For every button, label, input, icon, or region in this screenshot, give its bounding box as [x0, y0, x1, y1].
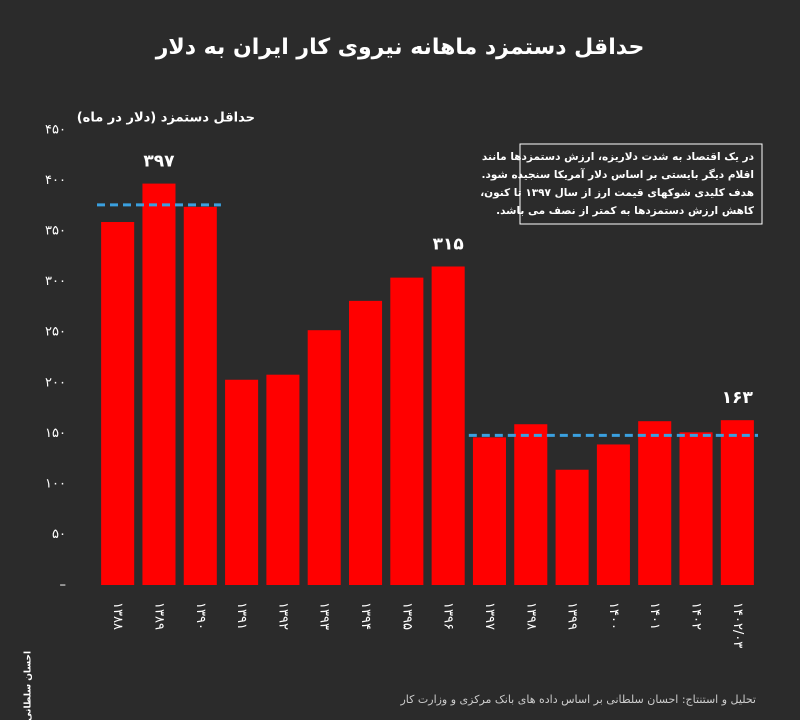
y-tick-label: ۲۵۰ — [45, 325, 66, 340]
bar — [101, 222, 135, 585]
x-tick-label: ۱۴۰۲/۰۳ — [730, 602, 745, 648]
x-tick-label: ۱۳۹۲ — [275, 602, 290, 630]
y-tick-label: ۴۰۰ — [45, 173, 66, 188]
y-tick-label: – — [60, 578, 67, 593]
annotation-line: اقلام دیگر بایستی بر اساس دلار آمریکا سن… — [482, 168, 755, 181]
chart-title: حداقل دستمزد ماهانه نیروی کار ایران به د… — [155, 35, 645, 60]
x-tick-label: ۱۴۰۰ — [606, 602, 621, 630]
annotation-line: در یک اقتصاد به شدت دلاریزه، ارزش دستمزد… — [482, 151, 755, 163]
y-tick-label: ۱۵۰ — [45, 426, 66, 441]
y-tick-label: ۴۵۰ — [45, 123, 66, 138]
logo: احسان سلطانی — [24, 651, 34, 720]
bar — [472, 437, 506, 585]
x-tick-label: ۱۳۸۹ — [151, 602, 166, 630]
x-tick-label: ۱۳۹۳ — [317, 602, 332, 630]
y-tick-label: ۳۰۰ — [45, 274, 66, 289]
bar — [307, 330, 341, 585]
bar — [431, 266, 465, 585]
bar — [638, 421, 672, 585]
bar — [596, 444, 630, 585]
bar — [514, 424, 548, 585]
y-tick-label: ۵۰ — [52, 527, 66, 542]
bar — [555, 469, 589, 585]
value-label: ۳۹۷ — [143, 152, 175, 172]
x-tick-label: ۱۳۹۰ — [193, 602, 208, 630]
x-tick-label: ۱۳۹۵ — [399, 602, 414, 630]
annotation-line: کاهش ارزش دستمزدها به کمتر از نصف می باش… — [496, 205, 755, 217]
bar — [225, 379, 259, 585]
x-tick-label: ۱۴۰۱ — [647, 602, 662, 630]
bar — [266, 374, 300, 585]
x-tick-label: ۱۳۸۸ — [110, 602, 125, 630]
x-tick-label: ۱۴۰۲ — [689, 602, 704, 630]
bar — [142, 183, 176, 586]
x-tick-label: ۱۳۹۸ — [523, 602, 538, 630]
y-tick-label: ۳۵۰ — [45, 224, 66, 239]
annotation-box — [519, 143, 763, 225]
x-tick-label: ۱۳۹۹ — [565, 602, 580, 630]
y-tick-label: ۱۰۰ — [45, 476, 66, 491]
bar — [183, 206, 217, 585]
value-label: ۳۱۵ — [433, 235, 464, 255]
y-axis-label: حداقل دستمزد (دلار در ماه) — [77, 111, 255, 126]
x-tick-label: ۱۳۹۶ — [441, 602, 456, 630]
bar — [349, 300, 383, 585]
x-tick-label: ۱۳۹۷ — [482, 602, 497, 630]
source: تحلیل و استنتاج: احسان سلطانی بر اساس دا… — [400, 693, 757, 706]
y-tick-label: ۲۰۰ — [45, 375, 66, 390]
x-tick-label: ۱۳۹۱ — [234, 602, 249, 630]
bar — [720, 420, 754, 585]
annotation-line: هدف کلیدی شوکهای قیمت ارز از سال ۱۳۹۷ تا… — [480, 187, 754, 199]
bar — [390, 277, 424, 585]
value-label: ۱۶۳ — [722, 388, 754, 408]
x-tick-label: ۱۳۹۴ — [358, 602, 373, 630]
bar — [679, 432, 713, 585]
